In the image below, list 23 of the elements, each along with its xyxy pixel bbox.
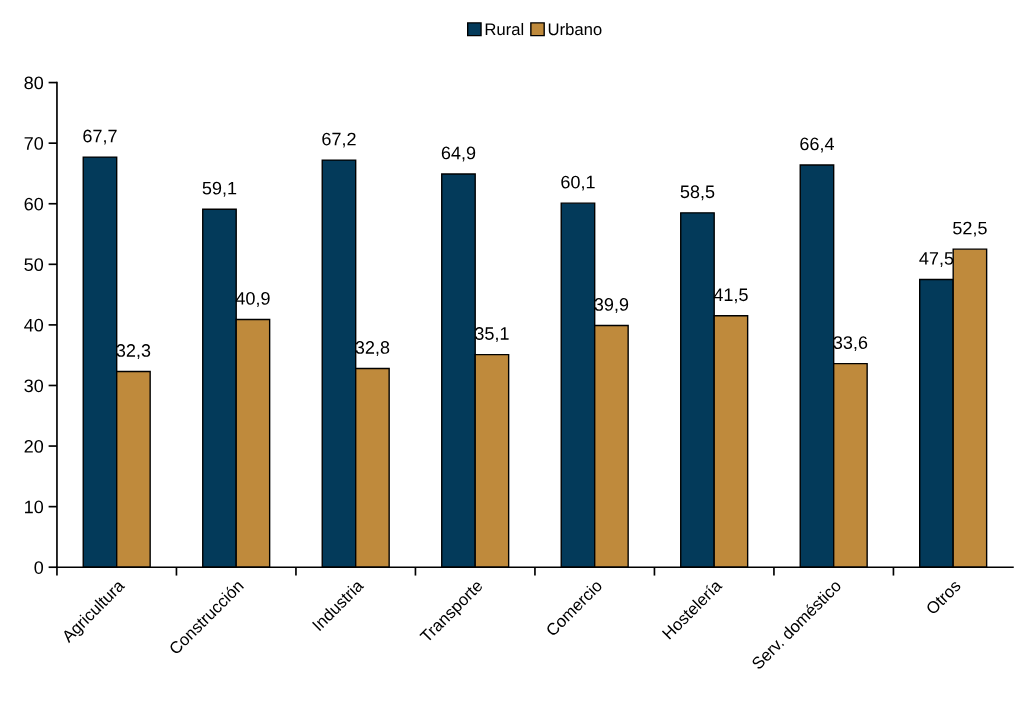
y-tick-label: 0 [34,561,44,574]
y-tick-label: 20 [24,439,44,453]
data-label: 39,9 [594,298,629,313]
data-label: 33,6 [833,336,868,352]
data-label: 52,5 [953,221,987,237]
data-label: 67,7 [83,129,117,145]
legend-label: Rural [485,22,524,36]
y-tick-label: 40 [24,318,44,332]
data-label: 59,1 [202,181,237,197]
data-label: 58,5 [680,185,715,201]
data-label: 66,4 [800,137,834,153]
y-tick-label: 10 [25,500,44,514]
data-label: 32,3 [116,344,151,359]
y-tick-label: 60 [24,197,44,211]
data-label: 67,2 [322,132,356,148]
y-tick-label: 80 [24,76,44,90]
legend-label: Urbano [548,22,602,36]
y-tick-label: 70 [24,137,44,150]
y-tick-label: 50 [24,258,44,272]
y-tick-label: 30 [24,379,44,393]
data-label: 60,1 [561,175,595,191]
data-label: 64,9 [441,146,476,162]
data-label: 32,8 [355,341,390,356]
